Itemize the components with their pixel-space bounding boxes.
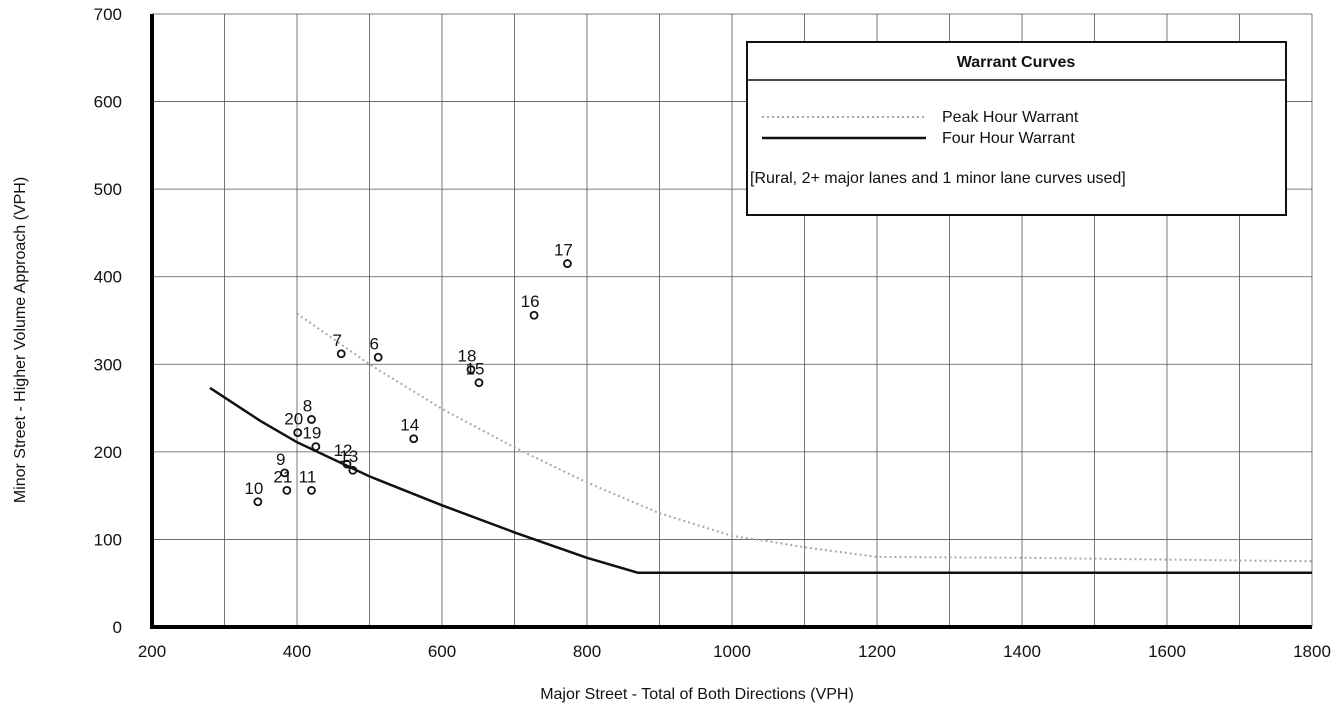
y-tick-label: 300 xyxy=(94,355,122,374)
legend-box xyxy=(746,41,1287,216)
data-point xyxy=(373,352,383,362)
data-point xyxy=(563,259,572,268)
x-tick-label: 200 xyxy=(138,642,166,661)
data-point xyxy=(293,428,303,437)
data-point-label: 14 xyxy=(400,416,419,435)
data-point-label: 8 xyxy=(303,396,312,415)
data-point xyxy=(307,485,316,495)
data-point xyxy=(280,468,290,478)
legend: Warrant Curves Peak Hour Warrant Four Ho… xyxy=(746,41,1287,216)
warrant-curves xyxy=(209,312,1313,574)
legend-label-peak-hour: Peak Hour Warrant xyxy=(942,109,1079,126)
y-tick-label: 600 xyxy=(94,93,122,112)
x-tick-label: 800 xyxy=(573,642,601,661)
y-tick-label: 700 xyxy=(94,5,122,24)
x-tick-label: 1200 xyxy=(858,642,896,661)
y-tick-label: 0 xyxy=(113,618,122,637)
data-point xyxy=(348,465,358,475)
data-point-label: 17 xyxy=(554,241,573,260)
data-point xyxy=(336,349,346,359)
data-point xyxy=(529,310,539,320)
x-tick-label: 1800 xyxy=(1293,642,1331,661)
data-point xyxy=(342,459,352,469)
x-axis-title: Major Street - Total of Both Directions … xyxy=(540,686,854,703)
data-point-label: 20 xyxy=(284,410,303,429)
data-point-label: 21 xyxy=(273,467,292,486)
data-point xyxy=(307,415,316,424)
x-tick-label: 400 xyxy=(283,642,311,661)
data-point xyxy=(253,497,263,507)
data-point xyxy=(474,378,484,388)
y-tick-label: 500 xyxy=(94,180,122,199)
y-tick-label: 100 xyxy=(94,530,122,549)
y-tick-labels: 0 100 200 300 400 500 600 700 xyxy=(94,5,122,637)
data-point xyxy=(282,485,292,495)
data-point-label: 16 xyxy=(521,292,540,311)
data-point xyxy=(409,434,419,444)
legend-note: [Rural, 2+ major lanes and 1 minor lane … xyxy=(750,170,1126,187)
data-point-label: 7 xyxy=(332,331,341,350)
y-tick-label: 200 xyxy=(94,443,122,462)
x-tick-label: 600 xyxy=(428,642,456,661)
data-point-label: 12 xyxy=(334,441,353,460)
peak-hour-warrant-curve xyxy=(296,312,1313,563)
data-point-label: 9 xyxy=(276,450,285,469)
legend-title: Warrant Curves xyxy=(957,54,1076,71)
x-tick-labels: 200 400 600 800 1000 1200 1400 1600 1800 xyxy=(138,642,1331,661)
data-point-label: 13 xyxy=(339,447,358,466)
x-tick-label: 1600 xyxy=(1148,642,1186,661)
y-axis-title: Minor Street - Higher Volume Approach (V… xyxy=(12,177,29,503)
data-point xyxy=(311,442,321,452)
data-point xyxy=(466,365,476,374)
data-point-label: 6 xyxy=(369,334,378,353)
data-point-label: 18 xyxy=(458,347,477,366)
legend-label-four-hour: Four Hour Warrant xyxy=(942,130,1075,147)
data-point-label: 19 xyxy=(302,424,321,443)
axes xyxy=(150,14,1313,629)
x-tick-label: 1400 xyxy=(1003,642,1041,661)
data-point-label: 11 xyxy=(299,467,317,486)
y-tick-label: 400 xyxy=(94,268,122,287)
data-point-label: 10 xyxy=(244,479,263,498)
x-tick-label: 1000 xyxy=(713,642,751,661)
four-hour-warrant-curve xyxy=(209,386,1312,574)
